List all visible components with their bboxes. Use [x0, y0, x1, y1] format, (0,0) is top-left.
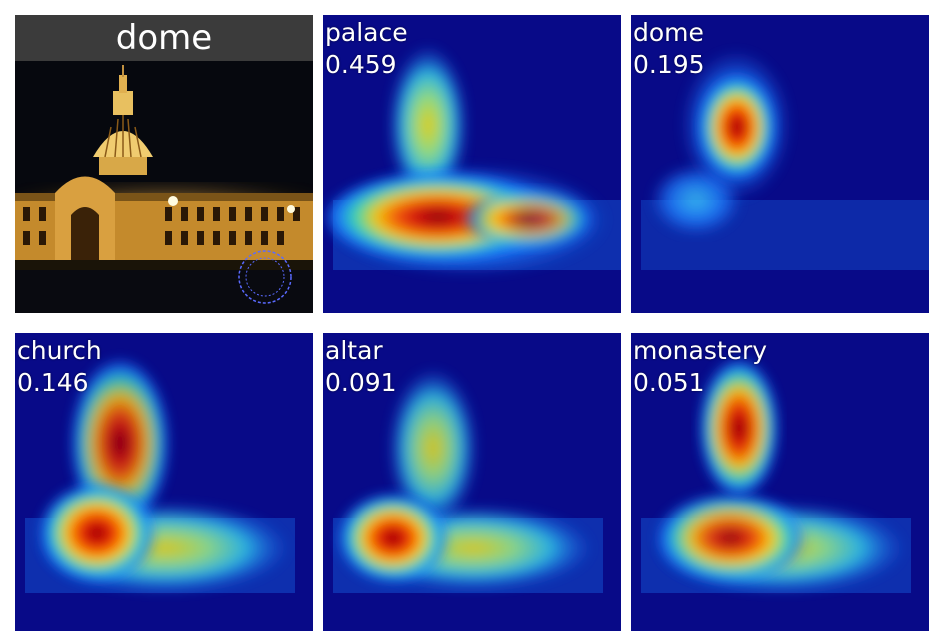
class-score: 0.051 — [633, 368, 705, 397]
class-score: 0.091 — [325, 368, 397, 397]
original-class-title: dome — [15, 15, 313, 61]
class-label: church — [17, 336, 102, 365]
original-photo: dome — [15, 15, 313, 313]
class-score: 0.195 — [633, 50, 705, 79]
class-label: altar — [325, 336, 383, 365]
heatmap-church — [15, 333, 313, 631]
heatmap-panel: monastery 0.051 — [631, 333, 929, 631]
heatmap-panel: church 0.146 — [15, 333, 313, 631]
heatmap-panel: dome 0.195 — [631, 15, 929, 313]
class-label: monastery — [633, 336, 768, 365]
class-score: 0.459 — [325, 50, 397, 79]
class-label: dome — [633, 18, 704, 47]
class-score: 0.146 — [17, 368, 89, 397]
dome-building-photo — [15, 15, 313, 313]
heatmap-dome — [631, 15, 929, 313]
heatmap-altar — [323, 333, 621, 631]
class-label: palace — [325, 18, 408, 47]
heatmap-monastery — [631, 333, 929, 631]
heatmap-panel: palace 0.459 — [323, 15, 621, 313]
heatmap-palace — [323, 15, 621, 313]
heatmap-panel: altar 0.091 — [323, 333, 621, 631]
